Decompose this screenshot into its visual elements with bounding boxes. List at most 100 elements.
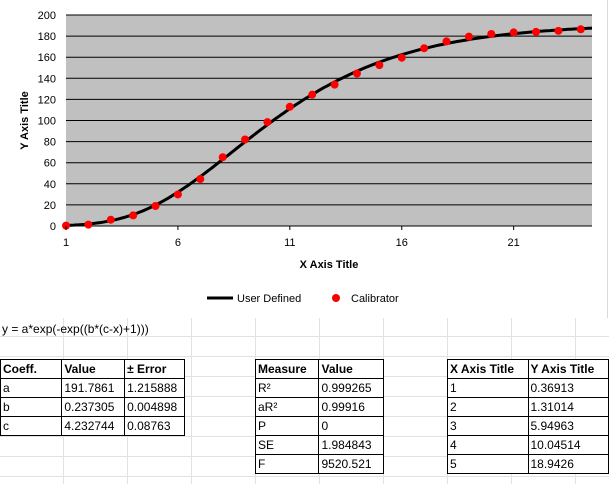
measure-table-cell[interactable]: 1.984843 bbox=[318, 435, 384, 455]
calibrator-point bbox=[129, 211, 138, 220]
data-table-row: 5 18.9426 bbox=[447, 454, 609, 474]
coeff-table-cell[interactable]: 1.215888 bbox=[124, 378, 185, 398]
coeff-table-cell[interactable]: a bbox=[0, 378, 63, 398]
y-tick-label: 140 bbox=[38, 73, 56, 85]
measure-table-cell[interactable]: 0 bbox=[318, 416, 384, 436]
measure-table-cell[interactable]: R² bbox=[254, 378, 320, 398]
measure-table-row: F 9520.521 bbox=[254, 454, 384, 474]
data-table-row: 4 10.04514 bbox=[447, 435, 609, 455]
calibrator-point bbox=[173, 190, 182, 199]
coeff-table-header-cell[interactable]: Coeff. bbox=[0, 359, 63, 379]
y-tick-label: 80 bbox=[44, 137, 56, 149]
coeff-table-cell[interactable]: 191.7861 bbox=[61, 378, 126, 398]
calibrator-point bbox=[308, 90, 317, 99]
data-table-header-cell[interactable]: X Axis Title bbox=[447, 359, 529, 379]
measure-table-cell[interactable]: P bbox=[254, 416, 320, 436]
measure-table-header-row: Measure Value bbox=[254, 359, 384, 379]
coeff-table-cell[interactable]: b bbox=[0, 397, 63, 417]
calibrator-point bbox=[106, 215, 115, 224]
data-table-cell[interactable]: 0.36913 bbox=[527, 378, 609, 398]
calibrator-point bbox=[509, 28, 518, 37]
x-tick-label: 16 bbox=[396, 237, 408, 249]
coeff-table-header-cell[interactable]: Value bbox=[61, 359, 126, 379]
data-table-cell[interactable]: 5.94963 bbox=[527, 416, 609, 436]
data-table-cell[interactable]: 1 bbox=[447, 378, 529, 398]
measure-table-row: SE 1.984843 bbox=[254, 435, 384, 455]
measure-table-cell[interactable]: 0.99916 bbox=[318, 397, 384, 417]
data-table-row: 1 0.36913 bbox=[447, 378, 609, 398]
y-tick-label: 160 bbox=[38, 52, 56, 64]
data-table-header-row: X Axis Title Y Axis Title bbox=[447, 359, 609, 379]
coeff-table-cell[interactable]: 4.232744 bbox=[61, 416, 126, 436]
calibrator-point bbox=[285, 102, 294, 111]
y-tick-label: 20 bbox=[44, 200, 56, 212]
legend-marker-swatch bbox=[332, 294, 340, 302]
calibrator-point bbox=[241, 135, 250, 144]
measure-table-cell[interactable]: F bbox=[254, 454, 320, 474]
equation-cell[interactable]: y = a*exp(-exp((b*(c-x)+1))) bbox=[2, 322, 149, 336]
coeff-table-cell[interactable]: c bbox=[0, 416, 63, 436]
coeff-table-cell[interactable]: 0.004898 bbox=[124, 397, 185, 417]
calibrator-point bbox=[263, 118, 272, 127]
calibrator-point bbox=[576, 25, 585, 34]
y-tick-label: 200 bbox=[38, 10, 56, 22]
calibrator-point bbox=[420, 44, 429, 53]
calibrator-point bbox=[532, 27, 541, 36]
data-table-cell[interactable]: 18.9426 bbox=[527, 454, 609, 474]
measure-table-row: aR² 0.99916 bbox=[254, 397, 384, 417]
legend-label-user-defined: User Defined bbox=[237, 293, 301, 305]
calibrator-point bbox=[151, 202, 160, 211]
data-table-row: 3 5.94963 bbox=[447, 416, 609, 436]
data-table-cell[interactable]: 4 bbox=[447, 435, 529, 455]
data-table-cell[interactable]: 5 bbox=[447, 454, 529, 474]
calibrator-point bbox=[62, 221, 70, 230]
calibrator-point bbox=[352, 69, 361, 78]
x-tick-label: 6 bbox=[175, 237, 181, 249]
calibrator-point bbox=[330, 80, 339, 89]
coeff-table-header-cell[interactable]: ± Error bbox=[124, 359, 185, 379]
y-tick-label: 120 bbox=[38, 94, 56, 106]
y-tick-label: 100 bbox=[38, 116, 56, 128]
data-table-cell[interactable]: 1.31014 bbox=[527, 397, 609, 417]
y-tick-label: 60 bbox=[44, 158, 56, 170]
data-table[interactable]: X Axis Title Y Axis Title 1 0.36913 2 1.31014… bbox=[447, 359, 609, 474]
measure-table-cell[interactable]: SE bbox=[254, 435, 320, 455]
measure-table[interactable]: Measure Value R² 0.999265 aR² 0.99916 P 0 SE 1.98… bbox=[254, 359, 384, 474]
calibrator-point bbox=[442, 37, 451, 46]
calibrator-point bbox=[218, 153, 227, 162]
measure-table-header-cell[interactable]: Value bbox=[318, 359, 384, 379]
data-table-cell[interactable]: 3 bbox=[447, 416, 529, 436]
coeff-table-cell[interactable]: 0.08763 bbox=[124, 416, 185, 436]
coeff-table-row: b 0.237305 0.004898 bbox=[0, 397, 185, 417]
legend: User Defined Calibrator bbox=[207, 293, 399, 305]
coeff-table-row: a 191.7861 1.215888 bbox=[0, 378, 185, 398]
data-table-cell[interactable]: 10.04514 bbox=[527, 435, 609, 455]
x-tick-label: 11 bbox=[284, 237, 295, 249]
measure-table-cell[interactable]: 0.999265 bbox=[318, 378, 384, 398]
x-axis-title: X Axis Title bbox=[300, 259, 359, 271]
coeff-table[interactable]: Coeff. Value ± Error a 191.7861 1.215888 b 0.23… bbox=[0, 359, 185, 436]
chart-panel[interactable]: 0 20 40 60 80 100 120 140 160 180 200 1 6 11 16 21 X Ax… bbox=[0, 0, 608, 319]
measure-table-row: R² 0.999265 bbox=[254, 378, 384, 398]
measure-table-cell[interactable]: aR² bbox=[254, 397, 320, 417]
calibrator-point bbox=[84, 220, 93, 229]
calibrator-point bbox=[196, 175, 205, 184]
legend-label-calibrator: Calibrator bbox=[351, 293, 399, 305]
spreadsheet[interactable]: y = a*exp(-exp((b*(c-x)+1))) Coeff. Value… bbox=[0, 318, 609, 484]
calibrator-point bbox=[375, 61, 384, 70]
coeff-table-cell[interactable]: 0.237305 bbox=[61, 397, 126, 417]
calibrator-point bbox=[397, 53, 406, 62]
data-table-cell[interactable]: 2 bbox=[447, 397, 529, 417]
y-axis-title: Y Axis Title bbox=[19, 91, 31, 150]
data-table-header-cell[interactable]: Y Axis Title bbox=[527, 359, 609, 379]
y-tick-label: 0 bbox=[50, 221, 56, 233]
measure-table-cell[interactable]: 9520.521 bbox=[318, 454, 384, 474]
calibrator-point bbox=[554, 26, 563, 35]
data-table-row: 2 1.31014 bbox=[447, 397, 609, 417]
calibrator-point bbox=[487, 29, 496, 38]
coeff-table-row: c 4.232744 0.08763 bbox=[0, 416, 185, 436]
measure-table-header-cell[interactable]: Measure bbox=[254, 359, 320, 379]
